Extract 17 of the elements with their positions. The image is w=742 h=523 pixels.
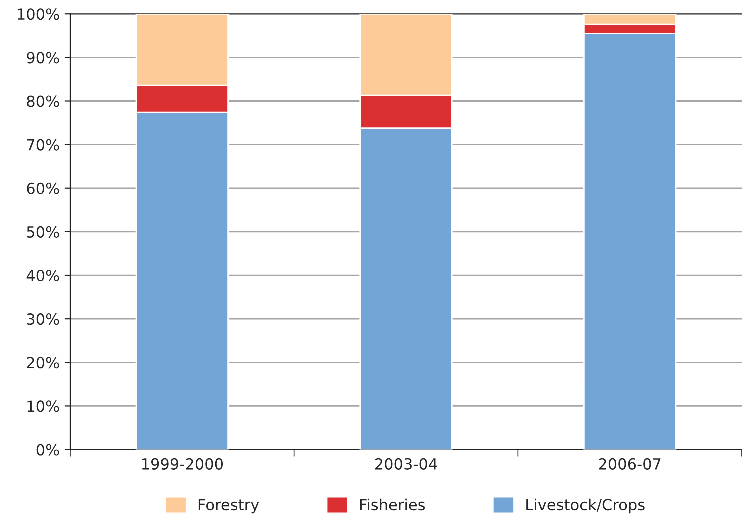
legend-label: Forestry: [198, 499, 260, 514]
y-tick-label: 50%: [27, 226, 60, 238]
y-tick-label: 30%: [27, 314, 60, 326]
y-tick-label: 100%: [18, 8, 60, 20]
y-tick-label: 70%: [27, 139, 60, 151]
y-tick-label: 60%: [27, 182, 60, 194]
legend-label: Fisheries: [360, 498, 426, 511]
x-tick-label: 2003-04: [375, 458, 438, 470]
y-tick-label: 0%: [36, 444, 60, 456]
x-tick-label: 2006-07: [599, 458, 661, 470]
y-tick-label: 10%: [28, 400, 60, 412]
y-tick-label: 90%: [27, 52, 60, 64]
y-tick-label: 40%: [26, 270, 60, 282]
legend-label: Livestock/Crops: [526, 498, 645, 514]
x-tick-label: 1999-2000: [142, 458, 224, 470]
y-tick-label: 80%: [27, 96, 60, 108]
y-tick-label: 20%: [27, 357, 60, 369]
